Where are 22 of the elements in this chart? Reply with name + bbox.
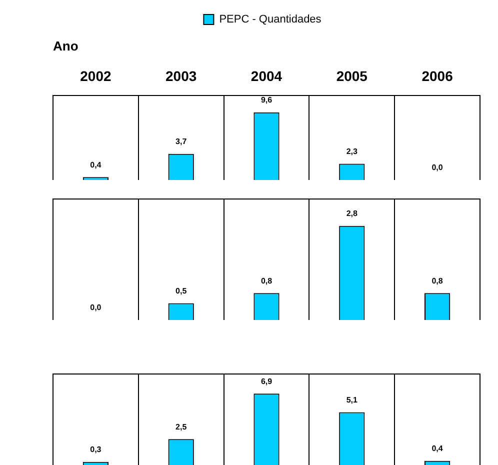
data-label: 3,7 (176, 137, 188, 146)
x-tick-label: 2004 (250, 68, 282, 84)
x-axis-title: Ano (53, 38, 78, 54)
x-tick-label: 2003 (166, 68, 197, 84)
legend-label: PEPC - Quantidades (219, 14, 322, 26)
data-label: 0,4 (432, 444, 444, 454)
data-label: 0,0 (90, 303, 102, 312)
data-label: 0,3 (90, 445, 102, 454)
data-label: 0,8 (260, 276, 273, 286)
data-label: 2,3 (346, 146, 358, 156)
data-label: 2,5 (176, 422, 188, 432)
x-tick-label: 2006 (422, 68, 454, 84)
data-label: 0,5 (176, 286, 188, 296)
x-tick-label: 2002 (80, 68, 112, 84)
data-label: 9,6 (260, 96, 273, 105)
data-label: 0,8 (432, 276, 444, 286)
data-label: 0,4 (90, 160, 102, 170)
data-label: 2,8 (346, 209, 358, 218)
data-label: 5,1 (346, 395, 358, 404)
data-label: 0,0 (432, 163, 444, 172)
x-tick-label: 2005 (336, 68, 368, 84)
data-label: 6,9 (260, 376, 273, 386)
